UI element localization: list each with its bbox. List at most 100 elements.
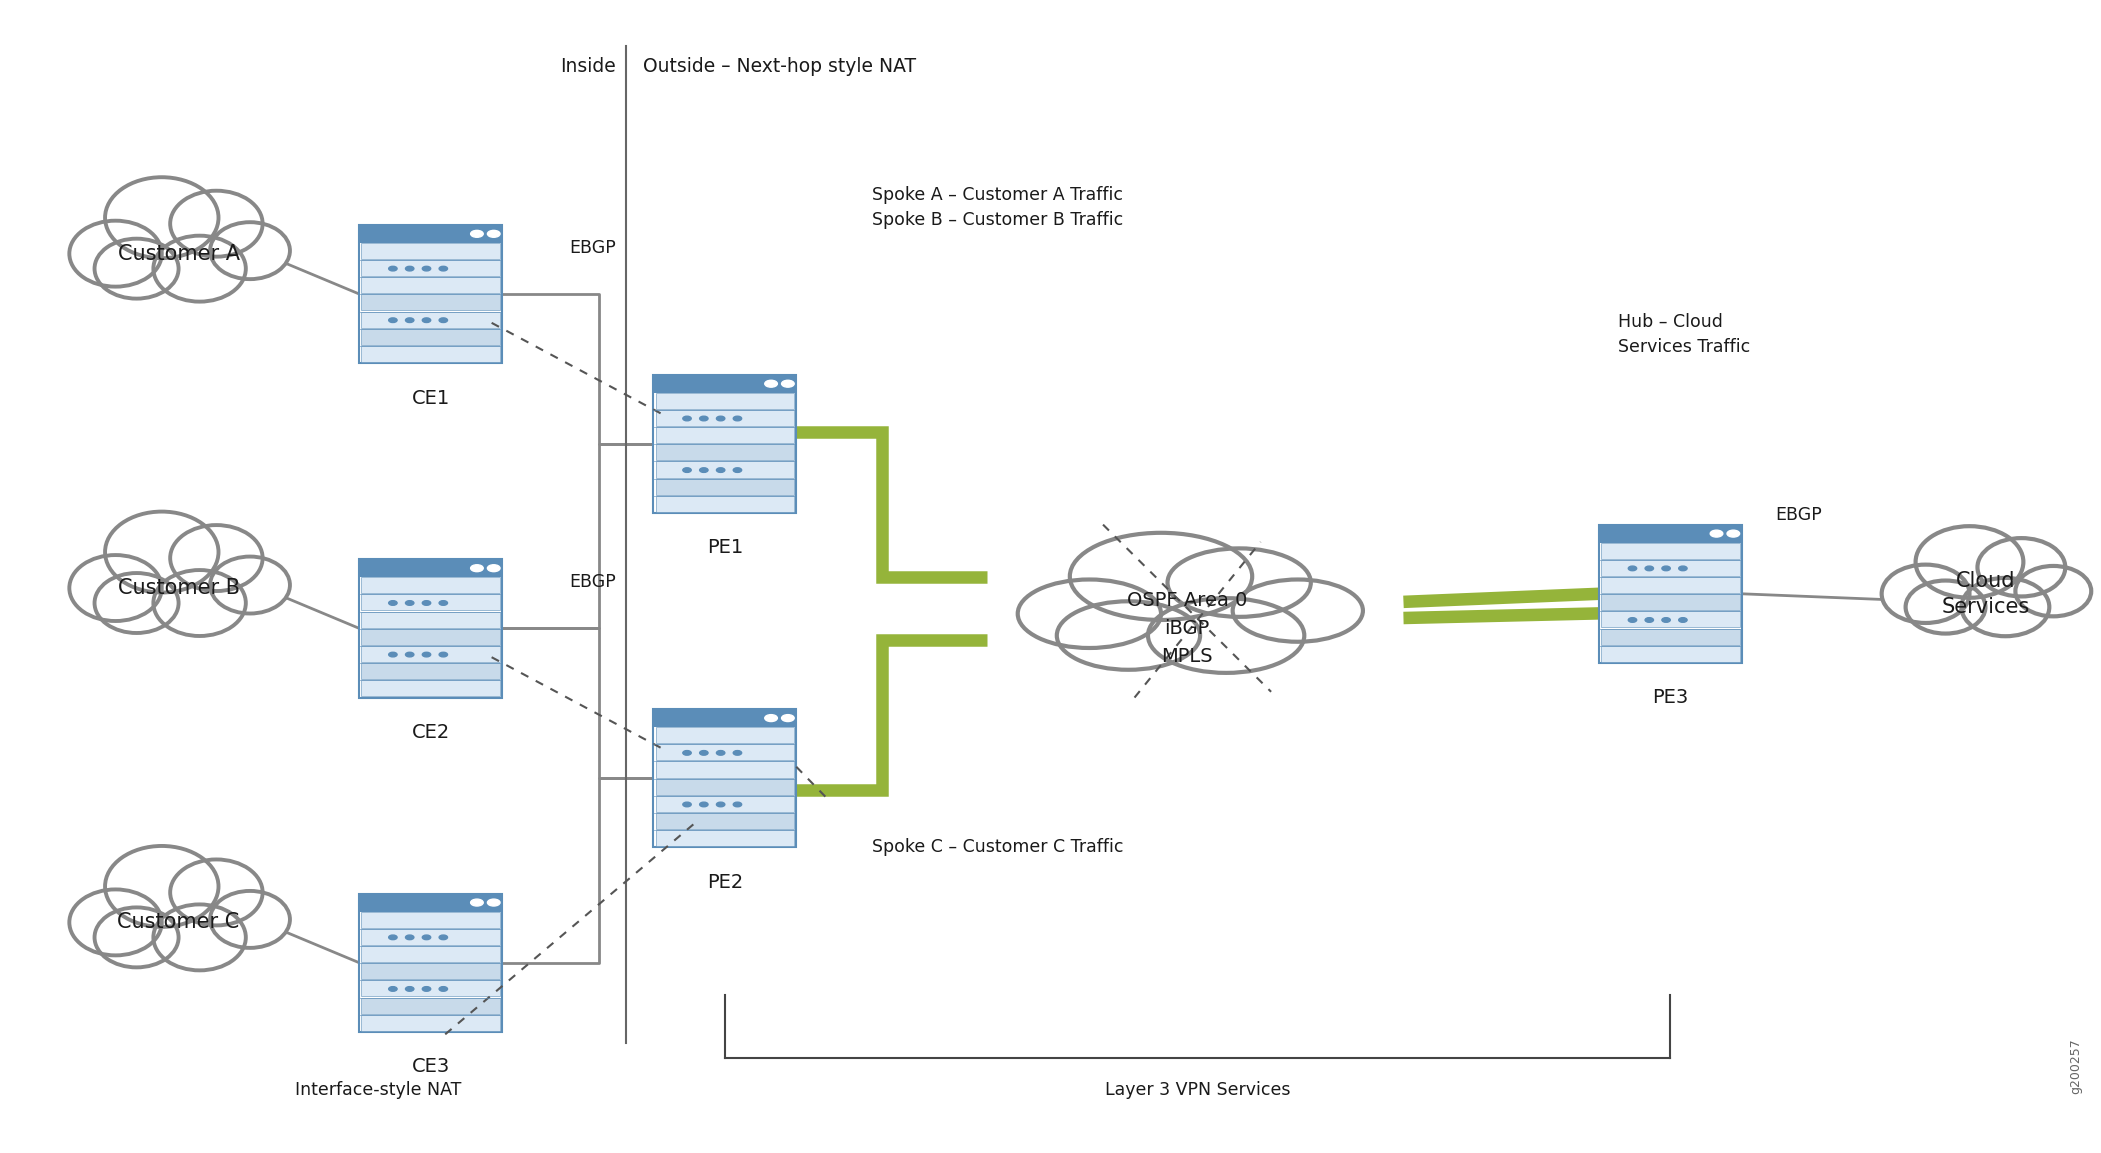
- Text: CE1: CE1: [412, 389, 450, 407]
- Circle shape: [1645, 618, 1653, 623]
- Circle shape: [1662, 618, 1670, 623]
- Circle shape: [683, 751, 691, 755]
- Text: Customer C: Customer C: [118, 912, 240, 933]
- Ellipse shape: [69, 889, 162, 956]
- Ellipse shape: [210, 891, 290, 948]
- Ellipse shape: [105, 512, 219, 593]
- Ellipse shape: [170, 859, 263, 926]
- FancyBboxPatch shape: [1599, 525, 1742, 663]
- Ellipse shape: [95, 907, 179, 967]
- FancyBboxPatch shape: [359, 894, 502, 1032]
- FancyBboxPatch shape: [361, 680, 500, 696]
- Text: EBGP: EBGP: [569, 573, 616, 591]
- FancyBboxPatch shape: [656, 496, 794, 512]
- FancyBboxPatch shape: [656, 444, 794, 460]
- Circle shape: [422, 653, 431, 657]
- FancyBboxPatch shape: [361, 1015, 500, 1031]
- Text: Hub – Cloud
Services Traffic: Hub – Cloud Services Traffic: [1618, 312, 1750, 356]
- Ellipse shape: [1147, 598, 1305, 673]
- Circle shape: [700, 416, 708, 421]
- Circle shape: [700, 468, 708, 473]
- Circle shape: [716, 802, 725, 807]
- Circle shape: [1710, 530, 1723, 537]
- FancyBboxPatch shape: [361, 611, 500, 627]
- Circle shape: [487, 565, 500, 572]
- FancyBboxPatch shape: [361, 243, 500, 259]
- Text: PE1: PE1: [706, 538, 744, 557]
- Text: Spoke A – Customer A Traffic
Spoke B – Customer B Traffic: Spoke A – Customer A Traffic Spoke B – C…: [872, 186, 1124, 229]
- FancyBboxPatch shape: [359, 894, 502, 912]
- Text: g200257: g200257: [2069, 1039, 2082, 1094]
- Circle shape: [733, 802, 742, 807]
- Circle shape: [765, 380, 777, 387]
- Text: PE2: PE2: [706, 873, 744, 891]
- FancyBboxPatch shape: [653, 375, 796, 393]
- Circle shape: [716, 751, 725, 755]
- FancyBboxPatch shape: [361, 963, 500, 979]
- FancyBboxPatch shape: [656, 393, 794, 409]
- FancyBboxPatch shape: [656, 830, 794, 846]
- Ellipse shape: [95, 239, 179, 299]
- Ellipse shape: [153, 235, 246, 302]
- Circle shape: [439, 601, 448, 605]
- FancyBboxPatch shape: [359, 559, 502, 578]
- FancyBboxPatch shape: [361, 912, 500, 928]
- Circle shape: [439, 935, 448, 940]
- Circle shape: [389, 935, 397, 940]
- Ellipse shape: [210, 557, 290, 613]
- Circle shape: [471, 565, 483, 572]
- Circle shape: [471, 899, 483, 906]
- Circle shape: [422, 987, 431, 992]
- Circle shape: [1679, 566, 1687, 571]
- Text: Outside – Next-hop style NAT: Outside – Next-hop style NAT: [643, 58, 916, 76]
- Circle shape: [439, 987, 448, 992]
- Circle shape: [733, 468, 742, 473]
- FancyBboxPatch shape: [653, 709, 796, 847]
- Text: Inside: Inside: [559, 58, 616, 76]
- FancyBboxPatch shape: [361, 329, 500, 345]
- Ellipse shape: [95, 573, 179, 633]
- Ellipse shape: [105, 846, 219, 927]
- Ellipse shape: [153, 570, 246, 636]
- Circle shape: [405, 318, 414, 323]
- Text: OSPF Area 0
iBGP
MPLS: OSPF Area 0 iBGP MPLS: [1126, 590, 1248, 666]
- FancyBboxPatch shape: [361, 578, 500, 594]
- Circle shape: [389, 601, 397, 605]
- Text: Customer A: Customer A: [118, 243, 240, 264]
- Circle shape: [733, 416, 742, 421]
- FancyBboxPatch shape: [656, 813, 794, 829]
- Circle shape: [683, 468, 691, 473]
- FancyBboxPatch shape: [361, 294, 500, 310]
- Text: Layer 3 VPN Services: Layer 3 VPN Services: [1105, 1080, 1290, 1099]
- Circle shape: [716, 416, 725, 421]
- FancyBboxPatch shape: [656, 796, 794, 812]
- FancyBboxPatch shape: [361, 628, 500, 645]
- Ellipse shape: [1057, 602, 1200, 670]
- Ellipse shape: [1017, 580, 1162, 648]
- FancyBboxPatch shape: [656, 461, 794, 477]
- Circle shape: [700, 802, 708, 807]
- FancyBboxPatch shape: [1601, 628, 1740, 645]
- FancyBboxPatch shape: [361, 595, 500, 610]
- Ellipse shape: [170, 190, 263, 257]
- Text: Customer B: Customer B: [118, 578, 240, 598]
- Circle shape: [389, 318, 397, 323]
- Circle shape: [782, 715, 794, 722]
- Circle shape: [405, 653, 414, 657]
- Circle shape: [1628, 618, 1637, 623]
- Ellipse shape: [170, 525, 263, 591]
- FancyBboxPatch shape: [656, 778, 794, 794]
- Circle shape: [389, 653, 397, 657]
- Ellipse shape: [153, 904, 246, 971]
- FancyBboxPatch shape: [361, 980, 500, 996]
- Circle shape: [405, 266, 414, 271]
- FancyBboxPatch shape: [361, 663, 500, 679]
- FancyBboxPatch shape: [359, 559, 502, 698]
- Ellipse shape: [1233, 580, 1364, 642]
- Text: Interface-style NAT: Interface-style NAT: [294, 1080, 462, 1099]
- Text: EBGP: EBGP: [569, 239, 616, 257]
- Circle shape: [487, 899, 500, 906]
- Circle shape: [439, 266, 448, 271]
- FancyBboxPatch shape: [653, 375, 796, 513]
- FancyBboxPatch shape: [361, 945, 500, 962]
